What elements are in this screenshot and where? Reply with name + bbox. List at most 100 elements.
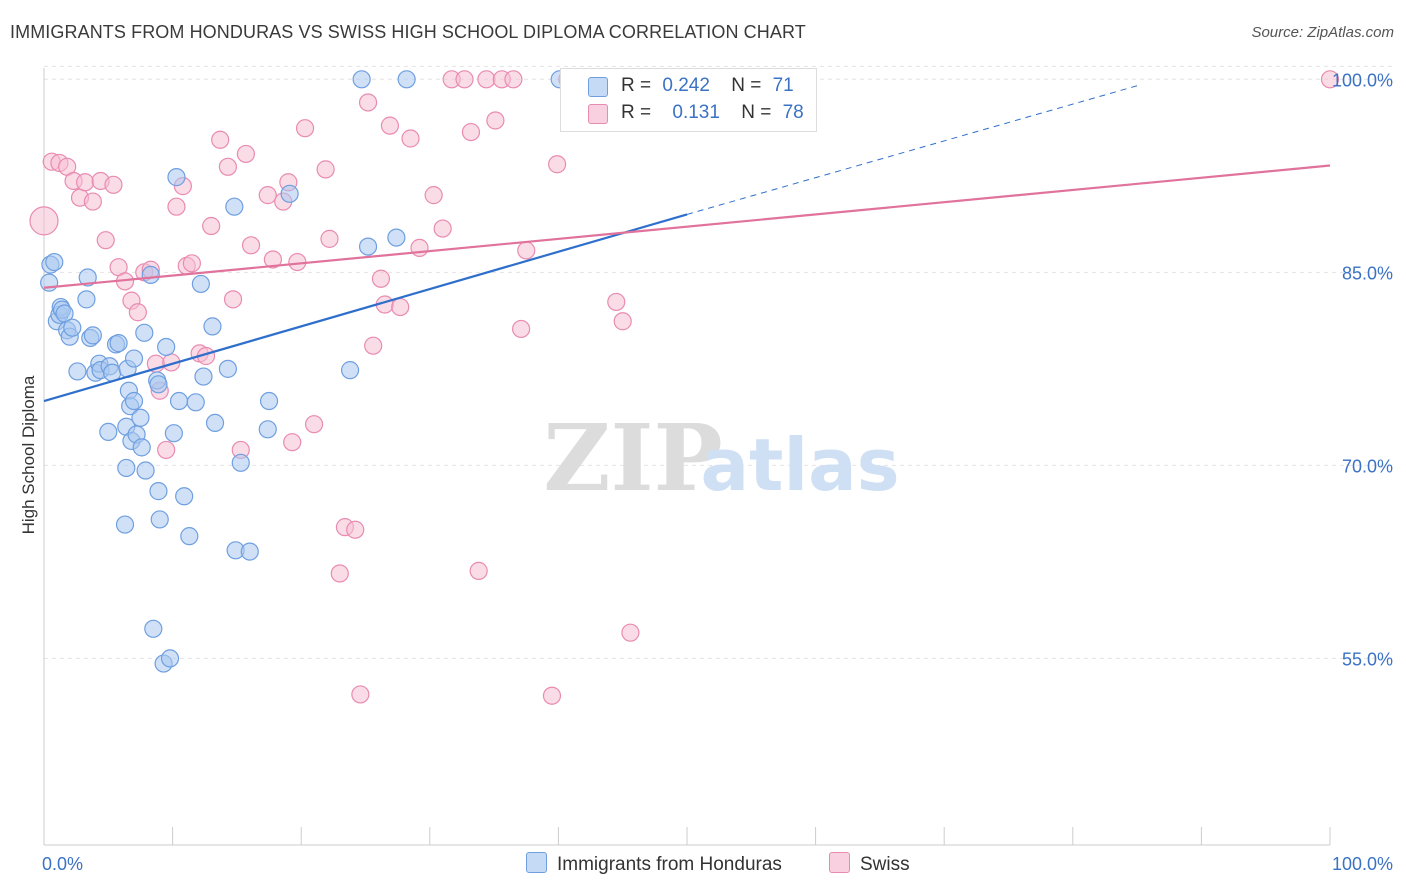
honduras-point: [225, 197, 244, 216]
honduras-point: [77, 290, 96, 309]
swiss-point: [358, 93, 378, 112]
honduras-point: [218, 359, 237, 378]
source-credit: Source: ZipAtlas.com: [1251, 24, 1394, 41]
swiss-points: [29, 70, 1340, 705]
legend-swatch-blue: [526, 852, 547, 873]
swiss-point: [295, 119, 315, 138]
honduras-point: [150, 510, 169, 529]
y-tick-label: 55.0%: [1342, 649, 1393, 669]
swiss-point: [241, 236, 261, 255]
r-value-swiss: 0.131: [672, 102, 720, 123]
honduras-point: [167, 168, 186, 187]
honduras-point: [258, 420, 277, 439]
honduras-point: [175, 487, 194, 506]
r-label: R =: [621, 102, 652, 123]
honduras-point: [131, 408, 150, 427]
honduras-point: [45, 252, 64, 272]
honduras-point: [340, 361, 360, 380]
honduras-trend-extension: [686, 85, 1138, 215]
swiss-point: [621, 623, 640, 642]
swiss-point: [316, 160, 335, 179]
swiss-point: [218, 157, 237, 176]
swiss-point: [351, 685, 370, 704]
honduras-point: [83, 326, 102, 345]
legend-label-swiss: Swiss: [860, 854, 910, 875]
swiss-point: [320, 229, 339, 248]
swiss-point: [157, 440, 176, 460]
swiss-point: [542, 686, 562, 705]
swiss-point: [202, 216, 221, 236]
honduras-point: [124, 349, 144, 368]
swiss-point: [128, 303, 147, 322]
r-value-honduras: 0.242: [662, 75, 710, 96]
honduras-point: [387, 228, 406, 247]
honduras-point: [203, 317, 222, 336]
honduras-point: [259, 391, 279, 411]
honduras-points: [40, 70, 569, 673]
watermark-atlas: atlas: [700, 423, 899, 507]
swiss-point: [455, 70, 474, 89]
honduras-point: [180, 527, 199, 546]
honduras-point: [397, 70, 416, 89]
honduras-point: [141, 265, 160, 285]
swiss-point: [104, 175, 123, 194]
n-value-swiss: 78: [782, 102, 804, 123]
legend-item-honduras[interactable]: Immigrants from Honduras: [526, 852, 782, 876]
swiss-point: [346, 520, 365, 539]
tick-labels: 55.0% 70.0% 85.0% 100.0% 0.0% 100.0%: [42, 70, 1393, 874]
honduras-point: [63, 318, 82, 337]
n-label: N =: [741, 102, 772, 123]
legend-label-honduras: Immigrants from Honduras: [557, 854, 782, 875]
legend-item-swiss[interactable]: Swiss: [829, 852, 910, 876]
honduras-point: [160, 649, 180, 668]
swiss-point: [263, 250, 283, 269]
swiss-point: [401, 129, 420, 148]
watermark: ZIP atlas: [543, 404, 899, 512]
swiss-point: [223, 290, 243, 309]
swiss-point: [469, 561, 488, 580]
swiss-point: [211, 130, 230, 149]
swiss-point: [304, 415, 324, 434]
honduras-point: [68, 362, 87, 381]
r-label: R =: [621, 75, 652, 96]
honduras-point: [144, 619, 163, 638]
swiss-point: [391, 297, 410, 317]
swiss-point: [424, 186, 443, 205]
n-label: N =: [731, 75, 762, 96]
y-tick-label: 70.0%: [1342, 456, 1393, 476]
honduras-point: [149, 482, 168, 501]
legend-swatch-blue: [588, 77, 608, 97]
legend-swatch-pink: [588, 104, 608, 124]
honduras-point: [132, 438, 151, 457]
swiss-point: [330, 564, 349, 583]
swiss-point: [29, 206, 59, 236]
honduras-point: [117, 458, 136, 478]
swiss-point: [380, 116, 400, 135]
honduras-point: [164, 424, 183, 443]
honduras-point: [191, 274, 210, 294]
legend-swatch-pink: [829, 852, 850, 873]
honduras-point: [240, 542, 259, 561]
honduras-point: [169, 391, 189, 411]
swiss-point: [548, 155, 567, 174]
chart-title: IMMIGRANTS FROM HONDURAS VS SWISS HIGH S…: [10, 22, 806, 42]
swiss-point: [607, 292, 626, 312]
swiss-point: [83, 192, 102, 211]
honduras-trend-line: [43, 213, 688, 403]
honduras-point: [135, 323, 154, 342]
swiss-point: [258, 186, 277, 205]
honduras-point: [78, 268, 97, 287]
honduras-point: [352, 70, 371, 89]
swiss-point: [613, 312, 632, 331]
honduras-point: [40, 273, 59, 292]
x-tick-label: 0.0%: [42, 854, 83, 874]
swiss-point: [433, 219, 452, 238]
swiss-point: [167, 197, 186, 216]
swiss-point: [486, 111, 505, 130]
honduras-point: [136, 461, 155, 480]
y-tick-label: 85.0%: [1342, 263, 1393, 283]
honduras-point: [109, 334, 128, 353]
honduras-point: [157, 337, 176, 357]
swiss-point: [410, 238, 429, 257]
